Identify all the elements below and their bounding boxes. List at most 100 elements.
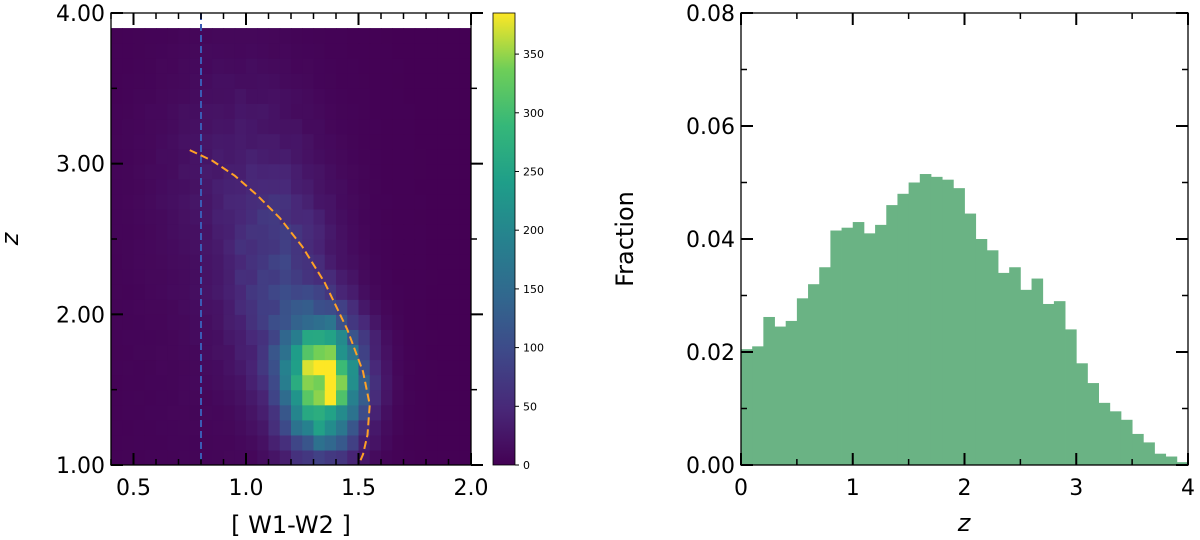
heatmap-cell — [414, 163, 427, 180]
heatmap-cell — [403, 329, 416, 346]
heatmap-cell — [358, 103, 371, 120]
histogram-bar — [1132, 433, 1144, 465]
heatmap-cell — [178, 434, 191, 451]
heatmap-cell — [246, 359, 258, 376]
heatmap-cell — [144, 269, 157, 285]
heatmap-cell — [167, 163, 180, 180]
heatmap-cell — [369, 254, 382, 270]
heatmap-cell — [156, 43, 168, 59]
heatmap-cell — [279, 178, 292, 195]
heatmap-cell — [156, 299, 168, 315]
heatmap-cell — [178, 344, 191, 361]
heatmap-cell — [459, 193, 471, 210]
heatmap-cell — [448, 329, 461, 346]
heatmap-cell — [111, 148, 123, 165]
heatmap-cell — [437, 449, 450, 465]
histogram-bar — [1165, 456, 1178, 465]
heatmap-cell — [347, 103, 360, 120]
heatmap-cell — [313, 223, 326, 240]
heatmap-cell — [223, 58, 236, 74]
heatmap-cell — [313, 404, 326, 421]
heatmap-cell — [291, 178, 303, 195]
heatmap-cell — [369, 28, 382, 44]
heatmap-cell — [392, 344, 405, 361]
heatmap-cell — [369, 43, 382, 59]
heatmap-cell — [167, 269, 180, 285]
heatmap-cell — [291, 88, 303, 104]
heatmap-cell — [189, 299, 202, 315]
heatmap-cell — [381, 299, 393, 315]
heatmap-cell — [279, 329, 292, 346]
heatmap-cell — [437, 314, 450, 330]
heatmap-cell — [189, 118, 202, 135]
heatmap-cell — [156, 178, 168, 195]
heatmap-cell — [234, 359, 247, 376]
heatmap-cell — [133, 389, 146, 406]
heatmap-cell — [268, 359, 281, 376]
histogram-bar — [998, 272, 1010, 465]
heatmap-cell — [144, 28, 157, 44]
heatmap-cell — [324, 133, 337, 150]
heatmap-cell — [268, 374, 281, 391]
heatmap-cell — [223, 374, 236, 391]
heatmap-cell — [369, 299, 382, 315]
heatmap-cell — [122, 374, 135, 391]
heatmap-cell — [268, 103, 281, 120]
heatmap-cell — [381, 404, 393, 421]
heatmap-cell — [459, 254, 471, 270]
heatmap-cell — [426, 374, 438, 391]
heatmap-cell — [426, 73, 438, 89]
heatmap-cell — [212, 239, 225, 255]
heatmap-cell — [201, 449, 213, 465]
heatmap-cell — [437, 389, 450, 406]
heatmap-cell — [223, 118, 236, 135]
heatmap-cell — [246, 58, 258, 74]
heatmap-cell — [246, 344, 258, 361]
heatmap-cell — [291, 223, 303, 240]
heatmap-cell — [324, 284, 337, 300]
histogram-bar — [1098, 402, 1111, 465]
heatmap-cell — [167, 88, 180, 104]
heatmap-cell — [414, 359, 427, 376]
colorbar-tick-label: 350 — [523, 48, 544, 61]
heatmap-cell — [246, 103, 258, 120]
heatmap-cell — [189, 404, 202, 421]
heatmap-x-tick-label: 2.0 — [454, 476, 489, 501]
heatmap-cell — [234, 223, 247, 240]
histogram-bar — [785, 320, 798, 465]
heatmap-cell — [313, 314, 326, 330]
heatmap-cell — [111, 28, 123, 44]
heatmap-cell — [223, 299, 236, 315]
heatmap-cell — [448, 208, 461, 225]
heatmap-cell — [358, 148, 371, 165]
heatmap-cell — [268, 344, 281, 361]
heatmap-cell — [189, 344, 202, 361]
heatmap-cell — [279, 28, 292, 44]
colorbar-tick-label: 300 — [523, 107, 544, 120]
heatmap-cell — [223, 329, 236, 346]
heatmap-cell — [178, 419, 191, 436]
heatmap-cell — [381, 88, 393, 104]
heatmap-cell — [324, 43, 337, 59]
heatmap-cell — [201, 239, 213, 255]
heatmap-cell — [246, 449, 258, 465]
heatmap-cell — [313, 118, 326, 135]
heatmap-cell — [336, 163, 348, 180]
heatmap-cell — [369, 329, 382, 346]
heatmap-cell — [257, 163, 270, 180]
heatmap-cell — [381, 208, 393, 225]
heatmap-cell — [133, 58, 146, 74]
heatmap-cell — [122, 404, 135, 421]
heatmap-cell — [448, 223, 461, 240]
heatmap-cell — [268, 239, 281, 255]
heatmap-curve — [189, 149, 371, 465]
heatmap-cell — [234, 133, 247, 150]
heatmap-cell — [111, 374, 123, 391]
heatmap-cell — [291, 284, 303, 300]
heatmap-cell — [347, 329, 360, 346]
heatmap-cell — [234, 284, 247, 300]
heatmap-cell — [448, 344, 461, 361]
heatmap-cell — [156, 389, 168, 406]
heatmap-cell — [212, 404, 225, 421]
